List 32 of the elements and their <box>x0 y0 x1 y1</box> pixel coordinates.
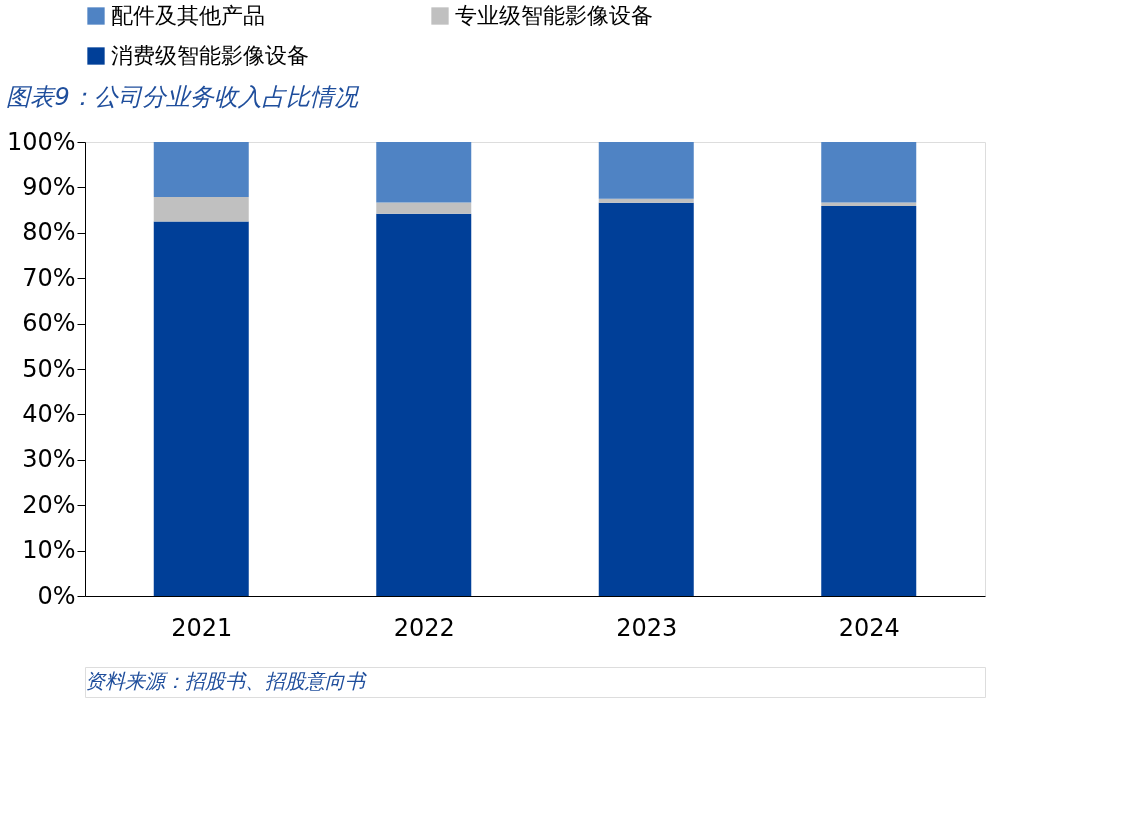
y-tick-label: 100% <box>6 127 76 156</box>
legend-label: 配件及其他产品 <box>111 3 265 28</box>
bar <box>598 198 694 203</box>
legend-label: 消费级智能影像设备 <box>111 43 309 68</box>
bar <box>598 142 694 199</box>
y-tick-label: 50% <box>22 354 76 383</box>
chart-title: 图表9：公司分业务收入占比情况 <box>6 83 360 111</box>
bar <box>153 196 249 222</box>
x-tick-label: 2021 <box>171 613 233 642</box>
y-tick-label: 60% <box>22 309 76 338</box>
y-tick-label: 30% <box>22 445 76 474</box>
bar <box>821 206 917 596</box>
text: 资料来源：招股书、招股意向书 <box>85 669 367 693</box>
y-tick-label: 80% <box>22 218 76 247</box>
bar <box>821 142 917 203</box>
bar <box>376 142 472 203</box>
bar <box>376 202 472 214</box>
bar <box>153 142 249 197</box>
y-tick-label: 90% <box>22 172 76 201</box>
x-tick-label: 2023 <box>616 613 678 642</box>
x-tick-label: 2024 <box>838 613 900 642</box>
y-tick-label: 70% <box>22 263 76 292</box>
y-tick-label: 0% <box>37 581 76 610</box>
y-tick-label: 20% <box>22 490 76 519</box>
y-tick-label: 10% <box>22 536 76 565</box>
bar <box>153 221 249 596</box>
bar <box>821 202 917 207</box>
x-tick-label: 2022 <box>393 613 455 642</box>
bar <box>598 202 694 596</box>
y-tick-label: 40% <box>22 399 76 428</box>
legend-label: 专业级智能影像设备 <box>455 3 653 28</box>
bar <box>376 213 472 596</box>
